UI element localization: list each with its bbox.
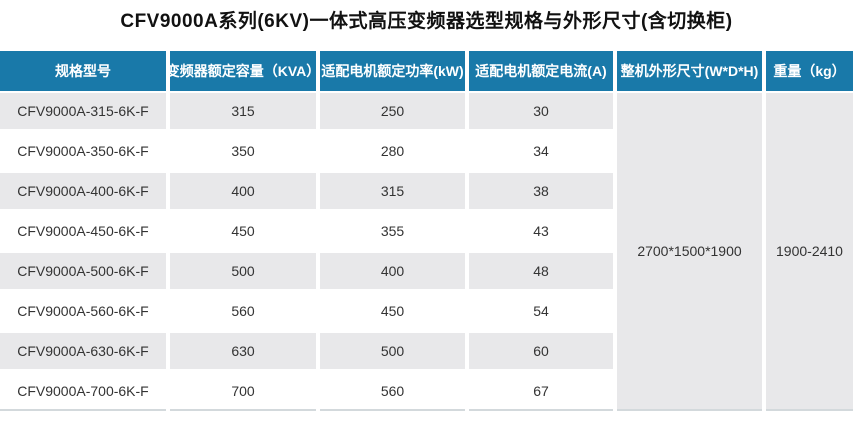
kva-cell: 315 xyxy=(170,91,316,131)
amp-cell: 30 xyxy=(469,91,613,131)
col-header-model: 规格型号 xyxy=(0,51,166,91)
kw-cell: 450 xyxy=(320,291,465,331)
kw-cell: 400 xyxy=(320,251,465,291)
model-cell: CFV9000A-315-6K-F xyxy=(0,91,166,131)
col-header-kw: 适配电机额定功率(kW) xyxy=(320,51,465,91)
kw-cell: 280 xyxy=(320,131,465,171)
kva-cell: 630 xyxy=(170,331,316,371)
kva-cell: 350 xyxy=(170,131,316,171)
amp-cell: 54 xyxy=(469,291,613,331)
model-cell: CFV9000A-500-6K-F xyxy=(0,251,166,291)
amp-cell: 48 xyxy=(469,251,613,291)
weight-merged-cell: 1900-2410 xyxy=(766,91,853,411)
page-title: CFV9000A系列(6KV)一体式高压变频器选型规格与外形尺寸(含切换柜) xyxy=(120,11,733,32)
kva-cell: 500 xyxy=(170,251,316,291)
amp-cell: 34 xyxy=(469,131,613,171)
model-cell: CFV9000A-400-6K-F xyxy=(0,171,166,211)
col-header-kva: 变频器额定容量（KVA） xyxy=(170,51,316,91)
model-cell: CFV9000A-700-6K-F xyxy=(0,371,166,411)
kw-cell: 315 xyxy=(320,171,465,211)
col-header-weight: 重量（kg） xyxy=(766,51,853,91)
kva-cell: 560 xyxy=(170,291,316,331)
spec-table: 规格型号 变频器额定容量（KVA） 适配电机额定功率(kW) 适配电机额定电流(… xyxy=(0,51,853,411)
model-cell: CFV9000A-450-6K-F xyxy=(0,211,166,251)
col-header-dimensions: 整机外形尺寸(W*D*H) xyxy=(617,51,762,91)
model-cell: CFV9000A-560-6K-F xyxy=(0,291,166,331)
amp-cell: 43 xyxy=(469,211,613,251)
kw-cell: 500 xyxy=(320,331,465,371)
kva-cell: 450 xyxy=(170,211,316,251)
model-cell: CFV9000A-350-6K-F xyxy=(0,131,166,171)
kw-cell: 560 xyxy=(320,371,465,411)
dimensions-merged-cell: 2700*1500*1900 xyxy=(617,91,762,411)
kw-cell: 355 xyxy=(320,211,465,251)
model-cell: CFV9000A-630-6K-F xyxy=(0,331,166,371)
col-header-amp: 适配电机额定电流(A) xyxy=(469,51,613,91)
kva-cell: 700 xyxy=(170,371,316,411)
kw-cell: 250 xyxy=(320,91,465,131)
kva-cell: 400 xyxy=(170,171,316,211)
amp-cell: 67 xyxy=(469,371,613,411)
amp-cell: 38 xyxy=(469,171,613,211)
amp-cell: 60 xyxy=(469,331,613,371)
